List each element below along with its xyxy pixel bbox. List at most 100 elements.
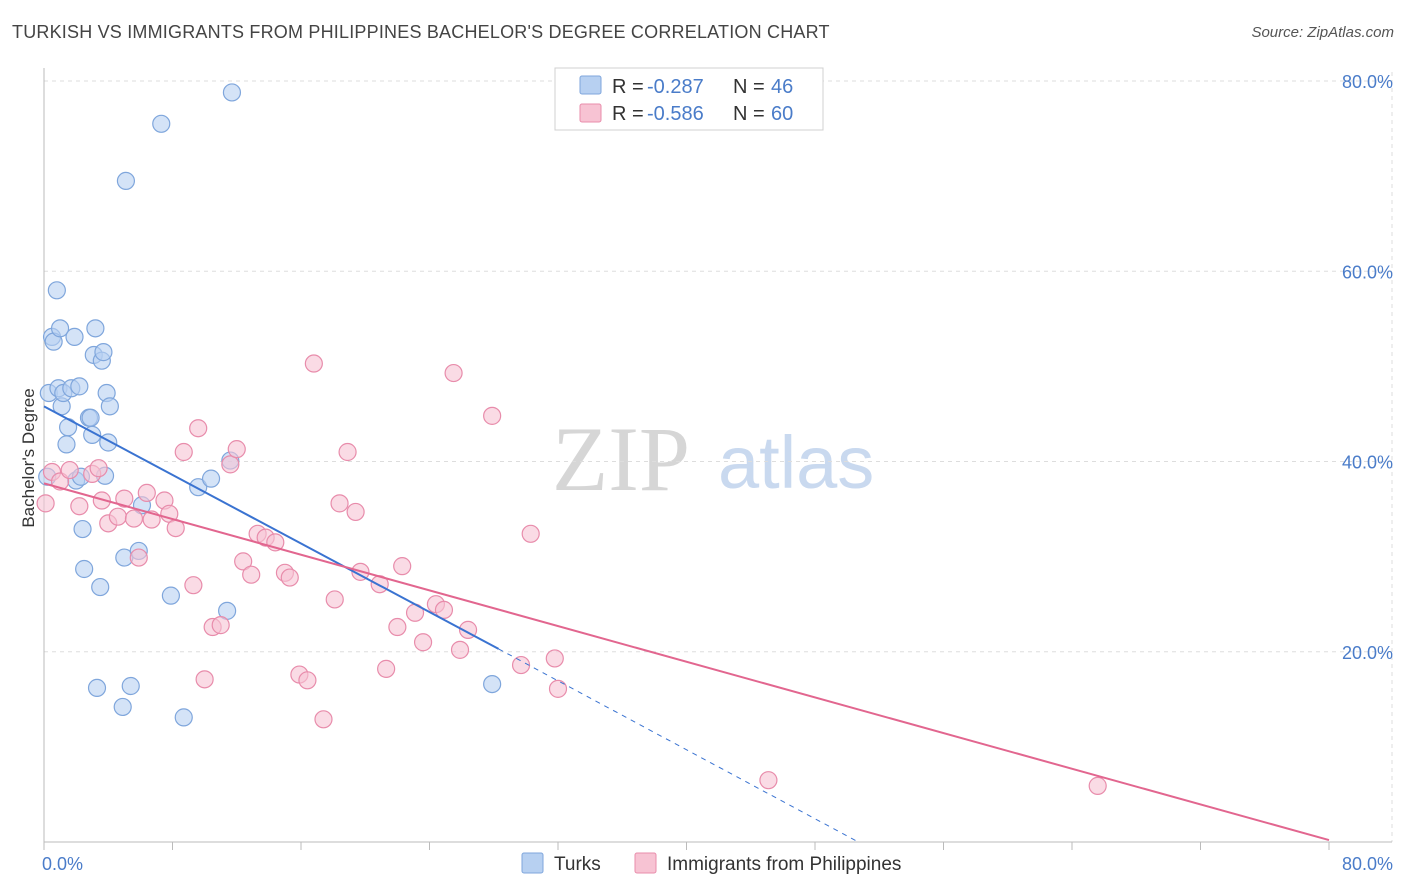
turks-point-30 <box>100 397 119 416</box>
series-turks <box>38 83 502 727</box>
turks-point-9 <box>57 435 76 454</box>
phil-point-9 <box>108 507 127 526</box>
turks-point-17 <box>75 559 94 579</box>
turks-point-44 <box>222 83 242 102</box>
axes <box>43 68 1392 850</box>
turks-point-12 <box>65 327 84 347</box>
bottom-legend: Turks Immigrants from Philippines <box>521 852 901 875</box>
phil-point-10 <box>115 489 134 508</box>
legend-phil-n-label: N = <box>733 103 765 125</box>
legend-turks-n-value: 46 <box>771 76 793 98</box>
trendline-philippines <box>43 482 1330 842</box>
phil-point-38 <box>330 494 349 513</box>
phil-point-3 <box>60 460 79 480</box>
y-tick-label-2: 60.0% <box>1342 262 1393 282</box>
trendline-turks <box>43 405 500 650</box>
phil-point-26 <box>234 552 253 571</box>
turks-point-16 <box>73 519 92 539</box>
phil-point-58 <box>759 771 778 790</box>
trendline-turks-extension <box>498 648 859 843</box>
turks-point-4 <box>47 281 66 300</box>
turks-point-31 <box>113 697 132 717</box>
phil-point-20 <box>189 419 208 438</box>
legend-phil-n-value: 60 <box>771 103 793 125</box>
y-tick-labels: 20.0% 40.0% 60.0% 80.0% <box>1342 72 1393 663</box>
turks-point-23 <box>87 678 107 698</box>
source-label: Source: ZipAtlas.com <box>1251 24 1394 41</box>
legend-turks-r-label: R = <box>612 76 644 98</box>
phil-point-0 <box>36 494 55 513</box>
legend-swatch-turks <box>579 75 602 95</box>
legend-phil-r-value: -0.586 <box>647 103 704 125</box>
x-tick-labels: 0.0% 80.0% <box>42 854 1393 874</box>
phil-point-23 <box>211 616 230 635</box>
turks-point-26 <box>94 343 113 362</box>
phil-point-57 <box>548 679 568 698</box>
y-tick-label-1: 40.0% <box>1342 453 1393 473</box>
watermark-atlas: atlas <box>718 421 874 504</box>
grid-lines <box>44 72 1393 842</box>
legend-turks-n-label: N = <box>733 76 765 98</box>
phil-point-54 <box>511 655 531 675</box>
phil-point-27 <box>242 565 261 584</box>
phil-point-47 <box>413 633 433 652</box>
phil-point-32 <box>280 568 299 587</box>
phil-point-13 <box>137 483 156 503</box>
legend: R = -0.287 N = 46 R = -0.586 N = 60 <box>554 67 824 131</box>
turks-point-37 <box>152 114 171 133</box>
legend-phil-r-label: R = <box>612 103 644 125</box>
phil-point-53 <box>483 406 502 425</box>
phil-point-25 <box>227 440 246 459</box>
turks-point-6 <box>50 319 70 338</box>
series-philippines <box>36 354 1107 795</box>
turks-point-39 <box>174 708 193 727</box>
bottom-legend-turks-label: Turks <box>554 854 601 875</box>
phil-point-51 <box>450 640 470 659</box>
phil-point-21 <box>195 670 214 689</box>
y-tick-label-0: 20.0% <box>1342 643 1393 663</box>
phil-point-4 <box>70 497 89 516</box>
trendlines <box>43 405 1330 843</box>
bottom-legend-phil-label: Immigrants from Philippines <box>667 854 901 875</box>
phil-point-44 <box>388 617 407 637</box>
chart-title: TURKISH VS IMMIGRANTS FROM PHILIPPINES B… <box>12 22 830 42</box>
turks-point-19 <box>81 408 100 427</box>
phil-point-56 <box>545 649 564 668</box>
turks-point-38 <box>161 586 180 605</box>
turks-point-24 <box>91 577 110 597</box>
phil-point-59 <box>1088 776 1107 795</box>
bottom-legend-swatch-turks <box>521 852 544 874</box>
phil-point-40 <box>346 502 365 522</box>
phil-point-6 <box>89 459 108 478</box>
bottom-legend-swatch-philippines <box>634 852 657 874</box>
phil-point-7 <box>92 491 111 510</box>
turks-point-33 <box>116 171 136 191</box>
phil-point-43 <box>377 659 396 678</box>
phil-point-45 <box>393 557 412 576</box>
phil-point-24 <box>221 455 240 474</box>
phil-point-19 <box>184 576 203 595</box>
y-axis-label: Bachelor's Degree <box>19 388 38 527</box>
turks-point-14 <box>70 377 89 396</box>
phil-point-34 <box>298 671 317 690</box>
phil-point-12 <box>129 548 148 567</box>
phil-point-39 <box>338 442 357 462</box>
legend-turks-r-value: -0.287 <box>647 76 704 98</box>
phil-point-50 <box>444 363 463 383</box>
turks-point-45 <box>483 674 502 694</box>
watermark: ZIP atlas <box>552 408 874 510</box>
x-tick-label-0: 0.0% <box>42 854 83 874</box>
legend-swatch-philippines <box>579 103 602 123</box>
phil-point-35 <box>304 354 323 373</box>
phil-point-11 <box>124 509 144 528</box>
phil-point-37 <box>325 590 344 609</box>
x-tick-label-1: 80.0% <box>1342 854 1393 874</box>
phil-point-55 <box>521 524 540 543</box>
turks-point-22 <box>86 319 105 338</box>
y-tick-label-3: 80.0% <box>1342 72 1393 92</box>
phil-point-49 <box>434 600 454 620</box>
phil-point-18 <box>174 442 193 462</box>
turks-point-41 <box>201 469 221 488</box>
turks-point-34 <box>121 676 140 696</box>
